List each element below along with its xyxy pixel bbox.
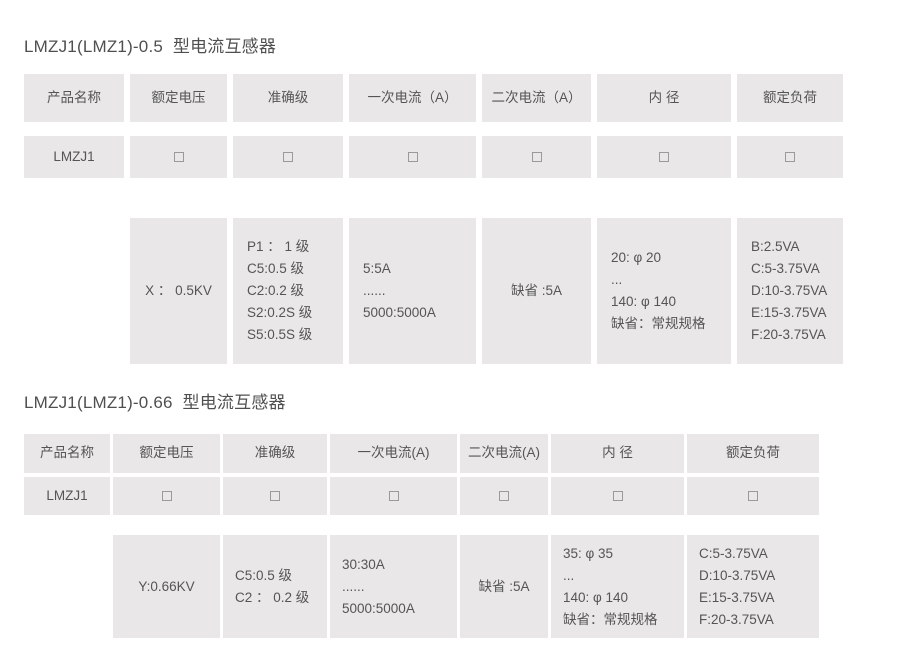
- checkbox-square-icon[interactable]: [270, 490, 280, 501]
- cell-rated-voltage-marker[interactable]: [130, 136, 227, 178]
- cell-inner-diameter-marker[interactable]: [551, 477, 684, 515]
- cell-rated-voltage-detail: Y:0.66KV: [113, 535, 220, 639]
- table-marker-row: LMZJ1: [24, 477, 819, 515]
- section-title-lmzj1-05: LMZJ1(LMZ1)-0.5 型电流互感器: [24, 37, 277, 56]
- row-gap: [24, 122, 843, 136]
- spec-table-lmzj1-05: 产品名称 额定电压 准确级 一次电流（A） 二次电流（A） 内 径 额定负荷 L…: [24, 74, 843, 364]
- column-header-primary-current: 一次电流（A）: [349, 74, 476, 122]
- table-marker-row: LMZJ1: [24, 136, 843, 178]
- checkbox-square-icon[interactable]: [531, 151, 542, 162]
- cell-product-name: LMZJ1: [24, 136, 124, 178]
- cell-rated-burden-marker[interactable]: [687, 477, 819, 515]
- cell-secondary-current-marker[interactable]: [460, 477, 548, 515]
- section-title-lmzj1-066: LMZJ1(LMZ1)-0.66 型电流互感器: [24, 393, 286, 412]
- column-header-rated-burden: 额定负荷: [687, 434, 819, 473]
- cell-rated-voltage-marker[interactable]: [113, 477, 220, 515]
- cell-accuracy-class-marker[interactable]: [233, 136, 343, 178]
- table-detail-row: X ： 0.5KV P1 ： 1 级 C5:0.5 级 C2:0.2 级 S2:…: [24, 218, 843, 364]
- checkbox-square-icon[interactable]: [659, 151, 669, 162]
- checkbox-square-icon[interactable]: [407, 151, 418, 162]
- cell-primary-current-marker[interactable]: [349, 136, 476, 178]
- cell-product-name: LMZJ1: [24, 477, 110, 515]
- cell-inner-diameter-marker[interactable]: [597, 136, 731, 178]
- row-gap: [24, 178, 843, 218]
- table-header-row: 产品名称 额定电压 准确级 一次电流(A) 二次电流(A) 内 径 额定负荷: [24, 434, 819, 473]
- column-header-rated-voltage: 额定电压: [113, 434, 220, 473]
- cell-secondary-current-detail: 缺省 :5A: [482, 218, 591, 364]
- cell-inner-diameter-detail: 20: φ 20 ... 140: φ 140 缺省：常规规格: [597, 218, 731, 364]
- cell-primary-current-marker[interactable]: [330, 477, 457, 515]
- cell-secondary-current-marker[interactable]: [482, 136, 591, 178]
- checkbox-square-icon[interactable]: [499, 490, 509, 501]
- column-header-secondary-current: 二次电流(A): [460, 434, 548, 473]
- cell-product-name-detail: [24, 535, 110, 638]
- cell-primary-current-detail: 5:5A ...... 5000:5000A: [349, 218, 476, 364]
- cell-rated-voltage-detail: X ： 0.5KV: [130, 218, 227, 364]
- checkbox-square-icon[interactable]: [748, 490, 758, 501]
- cell-accuracy-class-detail: C5:0.5 级 C2 ： 0.2 级: [223, 535, 327, 639]
- column-header-primary-current: 一次电流(A): [330, 434, 457, 473]
- spec-table-lmzj1-066: 产品名称 额定电压 准确级 一次电流(A) 二次电流(A) 内 径 额定负荷 L…: [24, 434, 819, 639]
- cell-secondary-current-detail: 缺省 :5A: [460, 535, 548, 639]
- cell-rated-burden-detail: B:2.5VA C:5-3.75VA D:10-3.75VA E:15-3.75…: [737, 218, 843, 364]
- column-header-rated-burden: 额定负荷: [737, 74, 843, 122]
- checkbox-square-icon[interactable]: [612, 490, 623, 501]
- column-header-secondary-current: 二次电流（A）: [482, 74, 591, 122]
- column-header-accuracy-class: 准确级: [223, 434, 327, 473]
- cell-accuracy-class-marker[interactable]: [223, 477, 327, 515]
- column-header-inner-diameter: 内 径: [597, 74, 731, 122]
- column-header-inner-diameter: 内 径: [551, 434, 684, 473]
- column-header-product-name: 产品名称: [24, 74, 124, 122]
- cell-accuracy-class-detail: P1 ： 1 级 C5:0.5 级 C2:0.2 级 S2:0.2S 级 S5:…: [233, 218, 343, 364]
- checkbox-square-icon[interactable]: [388, 490, 399, 501]
- table-detail-row: Y:0.66KV C5:0.5 级 C2 ： 0.2 级 30:30A ....…: [24, 535, 819, 639]
- cell-inner-diameter-detail: 35: φ 35 ... 140: φ 140 缺省：常规规格: [551, 535, 684, 639]
- checkbox-square-icon[interactable]: [283, 151, 293, 162]
- checkbox-square-icon[interactable]: [161, 490, 172, 501]
- column-header-rated-voltage: 额定电压: [130, 74, 227, 122]
- row-gap: [24, 515, 819, 535]
- checkbox-square-icon[interactable]: [785, 151, 795, 162]
- column-header-product-name: 产品名称: [24, 434, 110, 473]
- cell-rated-burden-detail: C:5-3.75VA D:10-3.75VA E:15-3.75VA F:20-…: [687, 535, 819, 639]
- cell-rated-burden-marker[interactable]: [737, 136, 843, 178]
- cell-product-name-detail: [24, 218, 124, 364]
- cell-primary-current-detail: 30:30A ...... 5000:5000A: [330, 535, 457, 639]
- checkbox-square-icon[interactable]: [173, 151, 184, 162]
- table-header-row: 产品名称 额定电压 准确级 一次电流（A） 二次电流（A） 内 径 额定负荷: [24, 74, 843, 122]
- column-header-accuracy-class: 准确级: [233, 74, 343, 122]
